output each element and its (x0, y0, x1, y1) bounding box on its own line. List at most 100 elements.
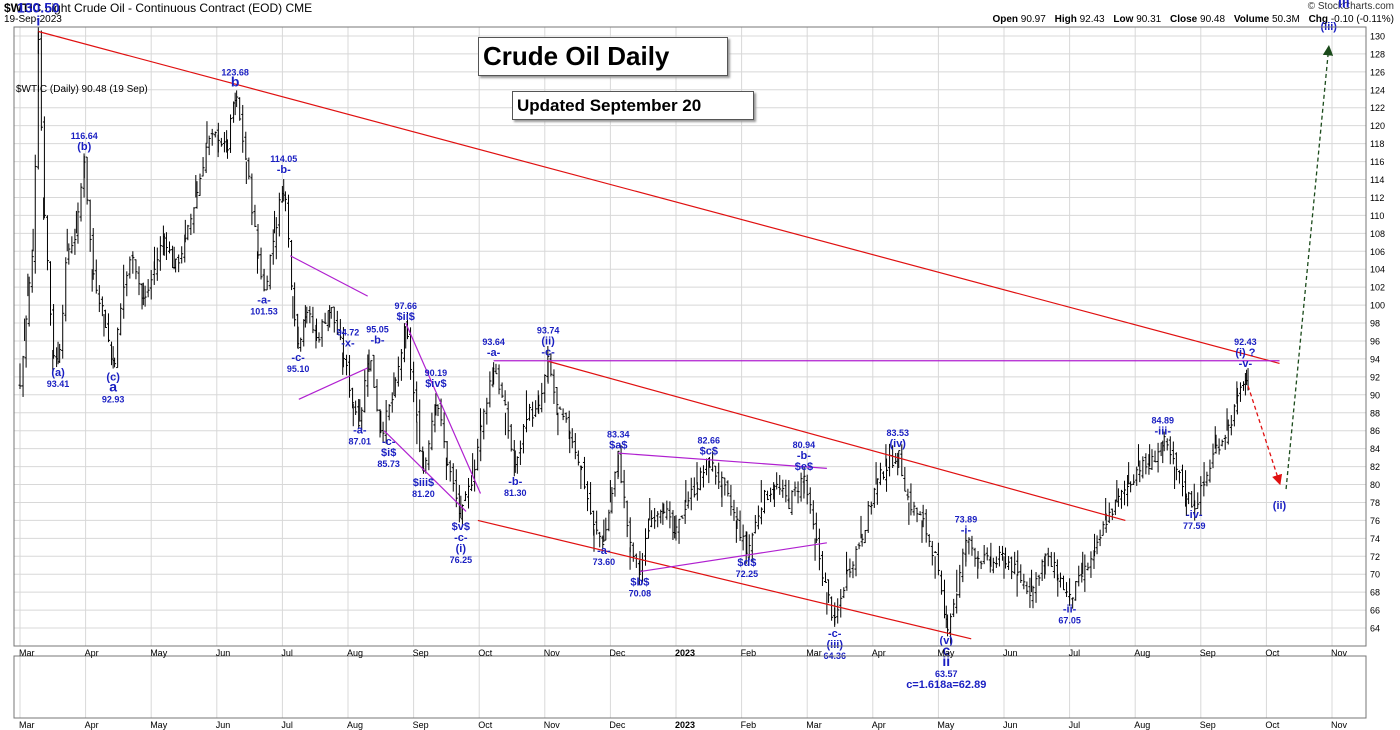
x-tick-label-bottom: Mar (806, 720, 822, 730)
chg-value: -0.10 (-0.11%) (1330, 14, 1394, 25)
wave-label: 76.25 (450, 555, 473, 565)
y-tick-label: 126 (1370, 67, 1385, 77)
y-tick-label: 112 (1370, 193, 1384, 203)
y-tick-label: 76 (1370, 516, 1380, 526)
x-tick-label: Sep (413, 648, 429, 658)
x-tick-label-bottom: Nov (544, 720, 561, 730)
wave-label: (iii) (827, 639, 844, 651)
wave-label: 123.68 (221, 68, 249, 78)
wave-label: 130.50 (17, 0, 60, 15)
wave-label: 92.93 (102, 395, 125, 405)
updated-note: Updated September 20 (512, 91, 754, 120)
wave-label: 95.10 (287, 364, 310, 374)
wave-label: (a) (51, 367, 65, 379)
chart-date: 19-Sep-2023 (4, 14, 62, 25)
wave-label: $i$ (381, 447, 396, 459)
x-tick-label: Jun (1003, 648, 1018, 658)
x-tick-label-bottom: Oct (478, 720, 493, 730)
main-panel-frame (13, 26, 1367, 647)
wave-label: -c- (828, 628, 842, 640)
price-bars (18, 27, 1249, 644)
x-tick-label: May (937, 648, 955, 658)
y-tick-label: 92 (1370, 372, 1380, 382)
trendline (639, 542, 827, 573)
symbol-description: Light Crude Oil - Continuous Contract (E… (44, 1, 283, 15)
wave-label: -c- (541, 346, 555, 358)
y-tick-label: 80 (1370, 480, 1380, 490)
x-tick-label: 2023 (675, 648, 695, 658)
y-tick-label: 64 (1370, 624, 1380, 634)
wave-label: 84.89 (1151, 416, 1174, 426)
x-tick-label-bottom: Apr (872, 720, 886, 730)
x-tick-label-bottom: Jun (216, 720, 231, 730)
wave-label: (i) (456, 543, 467, 555)
wave-label: 83.53 (886, 428, 909, 438)
x-tick-label: Jun (216, 648, 231, 658)
trendline (477, 519, 972, 640)
wave-label: 116.64 (71, 131, 98, 141)
source-credit: © StockCharts.com (1307, 1, 1394, 12)
trendlines (38, 30, 1280, 640)
wave-label: -x- (341, 337, 355, 349)
wave-label: 70.08 (629, 589, 652, 599)
y-tick-label: 66 (1370, 606, 1380, 616)
trendline (38, 30, 1280, 364)
wave-label: -a- (353, 425, 367, 437)
x-tick-label-bottom: May (150, 720, 168, 730)
wave-label: 90.19 (425, 368, 448, 378)
y-tick-label: 114 (1370, 175, 1384, 185)
wave-label: -iv- (1186, 509, 1203, 521)
grid (14, 27, 1366, 718)
wave-label: 85.73 (377, 459, 400, 469)
wave-label: 87.01 (349, 437, 372, 447)
y-tick-label: 68 (1370, 588, 1380, 598)
wave-label: -ii- (1063, 604, 1077, 616)
y-tick-label: 84 (1370, 444, 1380, 454)
x-tick-label-bottom: Sep (1200, 720, 1216, 730)
wave-label: 95.05 (366, 325, 389, 335)
wave-label: 93.74 (537, 325, 560, 335)
trendline (618, 452, 827, 469)
wave-label: 80.94 (793, 440, 816, 450)
trendline (289, 255, 368, 297)
y-tick-label: 98 (1370, 319, 1380, 329)
wave-label: 83.34 (607, 430, 630, 440)
chg-label: Chg (1308, 14, 1329, 25)
projection-line (1247, 385, 1283, 486)
wave-label: 81.20 (412, 489, 435, 499)
wave-label: -c- (382, 436, 396, 448)
wave-label: (ii) (541, 335, 555, 347)
y-tick-label: 94 (1370, 354, 1380, 364)
wave-label: 82.66 (698, 436, 721, 446)
open-value: 90.97 (1020, 14, 1046, 25)
wave-label: -b- (277, 164, 291, 176)
x-tick-label: Dec (609, 648, 626, 658)
wave-label: 73.60 (593, 557, 616, 567)
chart-legend: $WTIC (Daily) 90.48 (19 Sep) (16, 84, 148, 95)
y-tick-label: 122 (1370, 103, 1385, 113)
wave-label: 93.41 (47, 379, 70, 389)
wave-label: -a- (487, 347, 501, 359)
x-tick-label-bottom: Aug (1134, 720, 1150, 730)
wave-label: (c) (106, 372, 120, 384)
chart-title: Crude Oil Daily (478, 37, 728, 76)
high-label: High (1054, 14, 1077, 25)
x-tick-label: Jul (1069, 648, 1081, 658)
x-tick-label-bottom: Nov (1331, 720, 1348, 730)
y-tick-label: 104 (1370, 265, 1385, 275)
wave-label: (iv) (889, 438, 906, 450)
price-stats: Open 90.97 High 92.43 Low 90.31 Close 90… (986, 14, 1394, 25)
y-tick-label: 106 (1370, 247, 1385, 257)
symbol: $WTIC (4, 1, 42, 15)
wave-label: $d$ (737, 557, 756, 569)
wave-label: -b- (797, 450, 811, 462)
wave-label: 101.53 (250, 306, 278, 316)
x-tick-label-bottom: Oct (1265, 720, 1280, 730)
x-tick-label-bottom: Dec (609, 720, 626, 730)
y-tick-label: 74 (1370, 534, 1380, 544)
y-tick-label: 72 (1370, 552, 1380, 562)
x-tick-label: Aug (347, 648, 363, 658)
x-tick-label: Nov (1331, 648, 1348, 658)
wave-label: 92.43 (1234, 337, 1257, 347)
